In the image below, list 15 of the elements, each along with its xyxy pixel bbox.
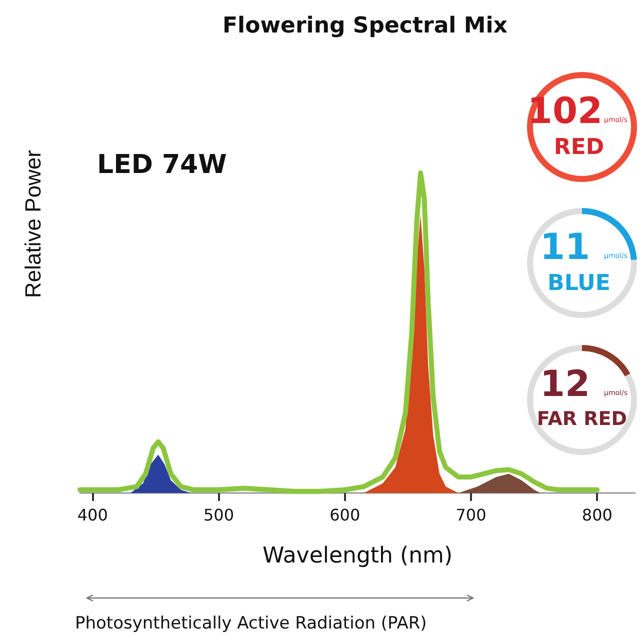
x-tick-label: 700 (456, 506, 486, 524)
x-axis-title: Wavelength (nm) (262, 544, 453, 568)
x-tick-label: 600 (330, 506, 360, 524)
text: RED (552, 135, 606, 160)
annotation: LED 74W (97, 150, 227, 180)
x-tick-label: 400 (77, 506, 108, 524)
x-tick-label: 800 (582, 506, 612, 524)
text: Photosynthetically Active Radiation (PAR) (75, 614, 427, 634)
chart-title: Flowering Spectral Mix (222, 14, 508, 38)
y-axis-title: Relative Power (20, 150, 46, 298)
x-tick-label: 500 (203, 506, 234, 524)
annotation: 11 (538, 227, 592, 268)
annotation: BLUE (546, 271, 612, 296)
annotation: FAR RED (536, 408, 628, 430)
annotation: 12 (538, 364, 592, 405)
